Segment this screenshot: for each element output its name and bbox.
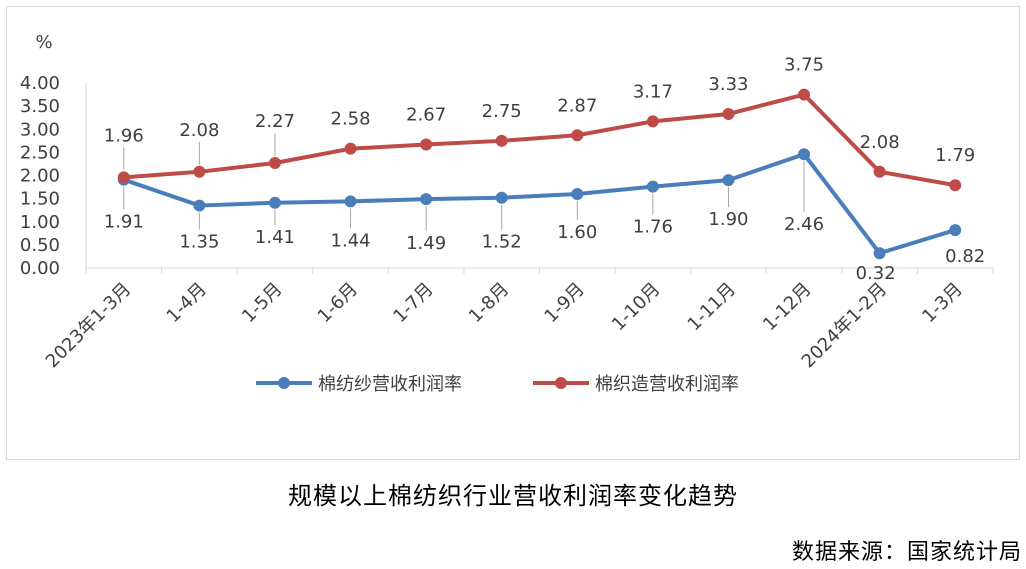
series-2-point (722, 107, 735, 120)
y-tick-label: 1.00 (20, 212, 60, 233)
series-1-data-label: 1.60 (557, 222, 597, 243)
series-2-data-label: 2.58 (331, 109, 371, 130)
series-1-point (722, 174, 735, 187)
series-line-2 (121, 92, 958, 188)
series-2-point (873, 165, 886, 178)
x-tick-label: 1-8月 (465, 279, 513, 327)
x-tick-label: 1-3月 (918, 279, 966, 327)
y-axis-unit: % (35, 32, 52, 53)
y-tick-label: 3.00 (20, 119, 60, 140)
y-tick-label: 1.50 (20, 189, 60, 210)
legend-label-1: 棉纺纱营收利润率 (318, 374, 462, 395)
series-1-data-label: 1.90 (708, 209, 748, 230)
series-2-data-label: 1.96 (104, 125, 144, 146)
source-note: 数据来源：国家统计局 (791, 540, 1022, 565)
series-2-data-label: 2.67 (406, 105, 446, 126)
series-1-point (193, 199, 206, 212)
y-tick-label: 2.00 (20, 166, 60, 187)
chart-frame (6, 6, 1020, 460)
series-1-point (268, 196, 281, 209)
series-1-data-label: 1.41 (255, 227, 295, 248)
series-1-point (571, 188, 584, 200)
series-2-data-label: 2.87 (557, 95, 597, 116)
series-2-point (571, 129, 584, 142)
x-tick-label: 1-11月 (684, 279, 740, 335)
series-2-data-label: 3.17 (633, 81, 673, 102)
series-1-point (420, 193, 433, 206)
series-2-point (495, 134, 508, 147)
y-tick-label: 0.50 (20, 235, 60, 256)
series-line-1 (121, 152, 958, 256)
series-2-point (344, 142, 357, 155)
x-tick-label: 1-12月 (759, 279, 815, 335)
legend-marker-2 (555, 377, 567, 389)
series-1-point (949, 224, 962, 237)
line-chart: % 0.000.501.001.502.00 2.503.003.504.00 202… (20, 32, 994, 395)
series-2-point (798, 88, 811, 101)
series-1-data-label: 2.46 (784, 214, 824, 235)
series-1-point (873, 247, 886, 260)
x-tick-label: 1-5月 (238, 279, 286, 327)
series-1-data-label: 1.76 (633, 217, 673, 238)
legend-marker-1 (278, 377, 290, 389)
series-1-data-label: 1.35 (179, 232, 219, 253)
series-2-data-label: 2.75 (482, 101, 522, 122)
series-2-data-label: 3.33 (708, 74, 748, 95)
x-tick-label: 1-7月 (389, 279, 437, 327)
x-tick-label: 1-4月 (163, 279, 211, 327)
series-2-data-label: 2.08 (860, 132, 900, 153)
series-1-data-label: 0.32 (856, 263, 896, 284)
series-1-data-label: 1.91 (104, 212, 144, 233)
series-1-point (798, 148, 811, 161)
x-tick-label: 2023年1-3月 (42, 279, 135, 372)
series-1-point (344, 195, 357, 208)
series-1-point (646, 180, 659, 193)
series-2-point (420, 138, 433, 151)
series-2-point (646, 115, 659, 128)
chart-caption: 规模以上棉纺织行业营收利润率变化趋势 (288, 482, 738, 510)
legend-label-2: 棉织造营收利润率 (595, 374, 739, 395)
series-2-data-label: 2.08 (179, 120, 219, 141)
series-2-data-label: 1.79 (935, 145, 975, 166)
series-2-data-label: 2.27 (255, 111, 295, 132)
series-2-data-label: 3.75 (784, 55, 824, 76)
y-tick-label: 3.50 (20, 96, 60, 117)
x-tick-label: 1-6月 (314, 279, 362, 327)
y-tick-label: 0.00 (20, 258, 60, 279)
series-2-point (193, 165, 206, 178)
x-tick-label: 1-10月 (608, 279, 664, 335)
series-1-data-label: 1.52 (482, 232, 522, 253)
series-1-data-label: 1.49 (406, 233, 446, 254)
series-2-point (117, 171, 130, 184)
series-1-point (495, 191, 508, 204)
series-2-point (949, 179, 962, 192)
series-2-point (268, 157, 281, 170)
series-1-data-label: 0.82 (945, 246, 985, 267)
y-tick-label: 4.00 (20, 73, 60, 94)
y-tick-label: 2.50 (20, 142, 60, 163)
x-tick-label: 1-9月 (540, 279, 588, 327)
series-1-data-label: 1.44 (331, 230, 371, 251)
